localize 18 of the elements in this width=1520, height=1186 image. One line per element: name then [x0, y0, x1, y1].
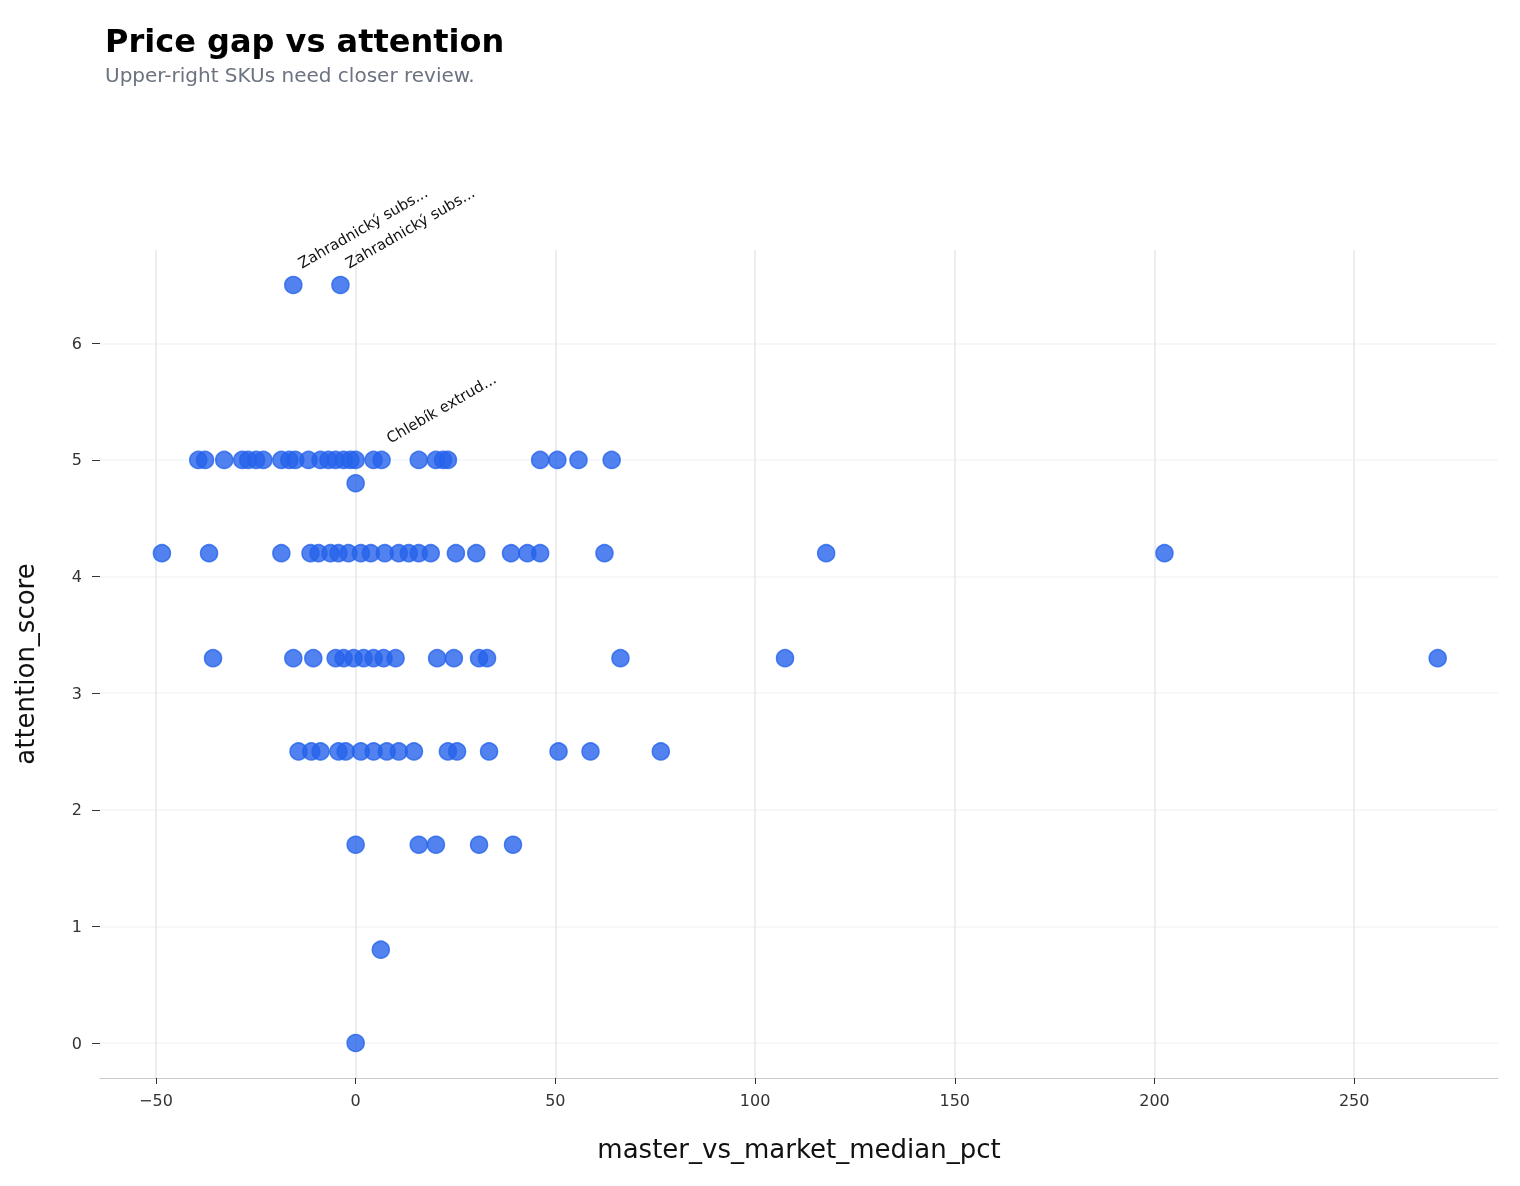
x-tick-label: 100: [739, 1090, 771, 1110]
x-tick-label: 250: [1338, 1090, 1370, 1110]
y-tick-label: 1: [71, 916, 82, 936]
y-tick-label: 0: [71, 1033, 82, 1053]
chart-subtitle: Upper-right SKUs need closer review.: [105, 63, 475, 87]
y-tick-label: 5: [71, 450, 82, 470]
y-axis-title: attention_score: [10, 563, 40, 765]
y-tick-label: 6: [71, 333, 82, 353]
y-tick-label: 2: [71, 800, 82, 820]
x-axis-title: master_vs_market_median_pct: [597, 1134, 1001, 1164]
y-tick-label: 3: [71, 683, 82, 703]
x-tick-label: −50: [139, 1090, 173, 1110]
x-tick-label: 0: [350, 1090, 361, 1110]
y-tick-label: 4: [71, 567, 82, 587]
chart-title: Price gap vs attention: [105, 22, 505, 60]
x-tick-label: 150: [939, 1090, 971, 1110]
x-tick-label: 200: [1139, 1090, 1170, 1110]
x-tick-label: 50: [545, 1090, 566, 1110]
